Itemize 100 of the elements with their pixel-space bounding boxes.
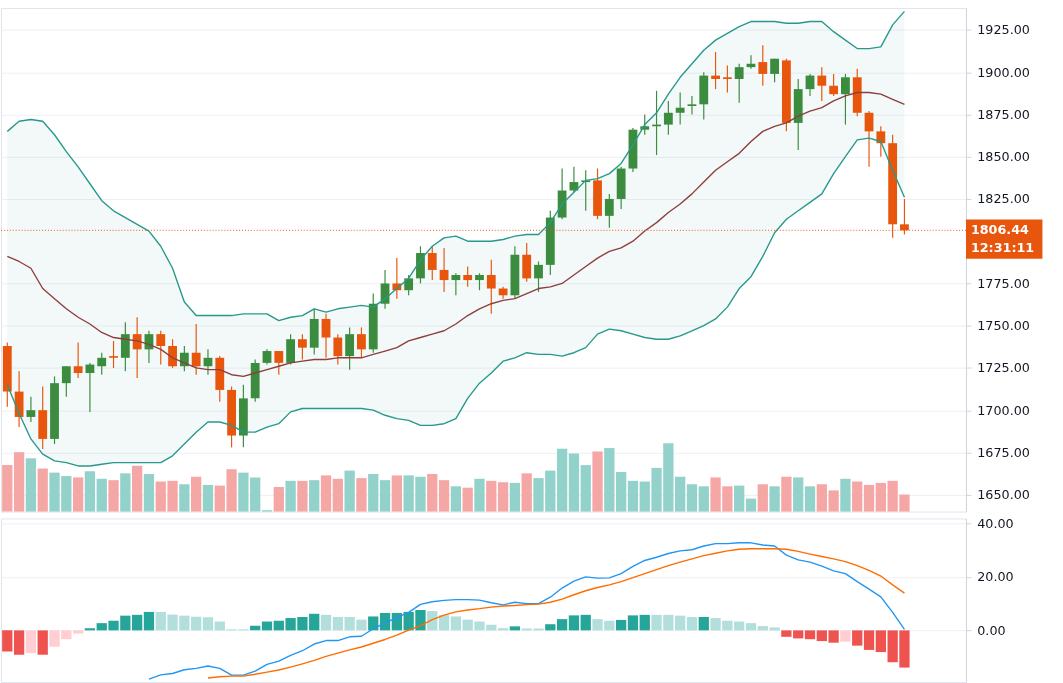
candlestick: [640, 113, 650, 136]
bar: [686, 484, 698, 512]
bar: [852, 481, 863, 512]
candlestick: [427, 245, 437, 281]
candlestick: [191, 323, 201, 376]
candlestick: [451, 272, 461, 296]
candlestick: [758, 44, 768, 87]
bar: [379, 480, 391, 512]
y-tick-label: 1725.00: [977, 360, 1030, 376]
bar: [580, 465, 591, 512]
bar: [179, 484, 190, 512]
bar: [556, 448, 568, 512]
bar: [72, 630, 84, 634]
bar: [273, 486, 284, 512]
bar: [450, 486, 462, 512]
bar: [745, 623, 757, 631]
bar: [486, 480, 497, 512]
candlestick: [663, 100, 673, 136]
bar: [37, 468, 48, 512]
bar: [497, 482, 509, 512]
bar: [852, 630, 863, 646]
candlestick: [26, 396, 36, 423]
candlestick: [711, 51, 720, 90]
bar: [757, 484, 768, 512]
bar: [580, 614, 591, 631]
candlestick: [132, 316, 142, 379]
bar: [509, 626, 521, 631]
bar: [863, 630, 875, 650]
y-tick-label: 1900.00: [977, 64, 1030, 80]
bar: [438, 480, 450, 512]
bar: [391, 475, 402, 512]
candlestick: [298, 333, 307, 361]
y-tick-label: 1700.00: [977, 402, 1030, 418]
candlestick: [829, 73, 839, 97]
bar: [143, 611, 155, 631]
bar: [143, 474, 155, 512]
candlestick: [817, 66, 827, 102]
bar: [13, 630, 25, 655]
y-tick-label: 1650.00: [977, 487, 1030, 503]
candlestick: [274, 350, 284, 376]
bar: [462, 487, 473, 512]
bar: [734, 485, 745, 512]
bar: [497, 628, 509, 631]
bar: [202, 484, 214, 512]
bar: [568, 453, 580, 512]
bar: [344, 470, 355, 512]
bar: [108, 480, 119, 512]
bar: [368, 474, 379, 512]
candlestick: [404, 274, 414, 296]
bar: [356, 478, 367, 512]
bar: [72, 477, 84, 512]
bar: [2, 465, 13, 512]
bar: [556, 619, 568, 631]
y-tick-label: 1875.00: [977, 106, 1030, 122]
bar: [781, 476, 792, 512]
candlestick: [73, 342, 83, 379]
ref-line-label: 1806.44: [970, 222, 1029, 238]
bar: [427, 474, 438, 512]
bar: [297, 480, 308, 512]
y-tick-label: 0.00: [977, 622, 1006, 638]
bar: [25, 630, 37, 654]
bar: [320, 614, 332, 631]
text: 12:31:11: [970, 239, 1035, 255]
bar: [191, 476, 202, 512]
bar: [804, 630, 816, 640]
candlestick: [286, 333, 296, 366]
candlestick: [120, 321, 130, 372]
bar: [202, 617, 214, 631]
candlestick: [604, 193, 614, 229]
bar: [37, 630, 48, 655]
bar: [804, 486, 816, 512]
bar: [840, 630, 851, 642]
candlestick: [486, 259, 496, 315]
y-tick-label: 40.00: [977, 515, 1014, 531]
bar: [568, 615, 580, 631]
y-tick-label: 1775.00: [977, 275, 1030, 291]
candlestick: [333, 333, 343, 366]
bar: [320, 475, 332, 512]
bar: [474, 478, 485, 512]
bar: [450, 616, 462, 631]
candlestick: [321, 313, 331, 359]
candlestick: [841, 73, 850, 126]
bar: [545, 624, 556, 631]
bar: [675, 615, 686, 631]
bar: [698, 486, 709, 512]
bar: [686, 616, 698, 631]
bar: [592, 451, 603, 512]
y-tick-label: 1825.00: [977, 191, 1030, 207]
bar: [438, 615, 450, 631]
bar: [675, 476, 686, 512]
bar: [309, 480, 320, 512]
bar: [84, 628, 96, 631]
bar: [769, 486, 780, 512]
y-tick-label: 1925.00: [977, 22, 1030, 38]
bar: [793, 477, 804, 512]
bar: [639, 614, 650, 631]
bar: [509, 482, 521, 512]
line-series: [6, 10, 906, 322]
bar: [745, 498, 757, 512]
candlestick: [522, 242, 532, 283]
